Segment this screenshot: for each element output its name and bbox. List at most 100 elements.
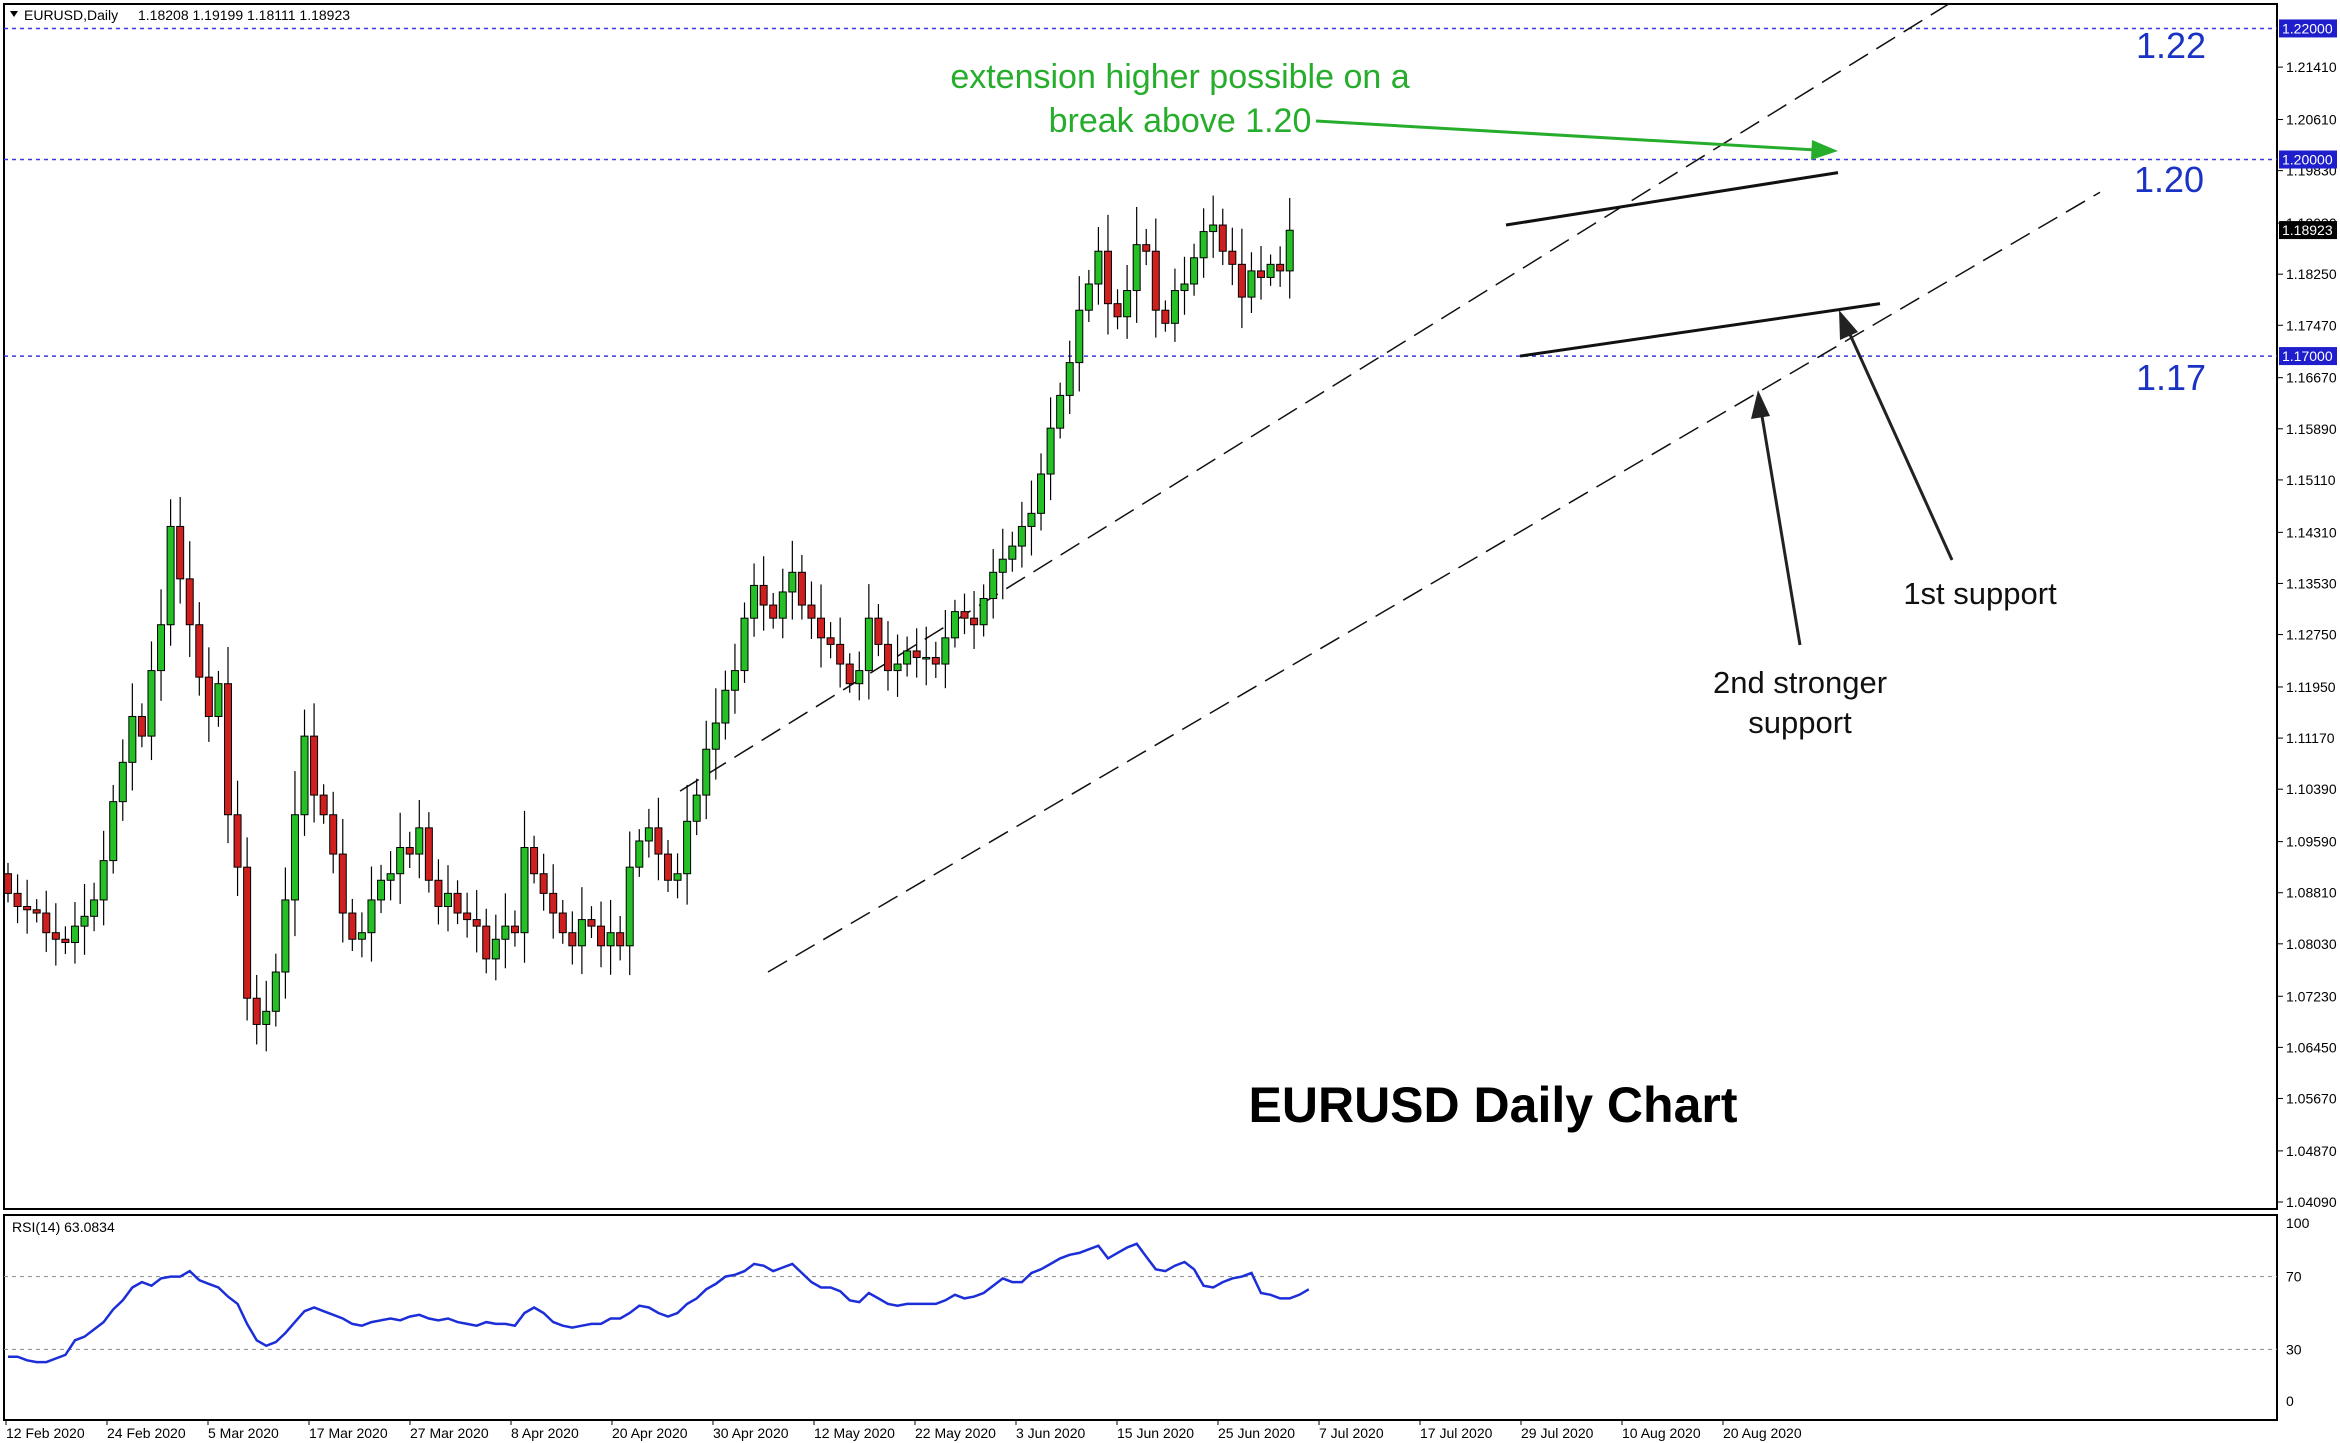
bear-candle: [319, 794, 328, 816]
time-tick-label: 20 Apr 2020: [612, 1425, 688, 1441]
bull-candle: [1094, 250, 1103, 285]
bear-candle: [405, 847, 414, 855]
bull-candle: [80, 915, 89, 927]
second-support-arrow-line: [1759, 409, 1802, 646]
green-note-line1: extension higher possible on a: [950, 58, 1409, 96]
bull-candle: [157, 624, 166, 672]
bear-candle: [549, 892, 558, 914]
price-tick-label: 1.04870: [2286, 1143, 2337, 1159]
time-tick-label: 25 Jun 2020: [1218, 1425, 1295, 1441]
bear-candle: [797, 571, 806, 606]
price-tick-label: 1.09590: [2286, 834, 2337, 850]
time-tick-label: 30 Apr 2020: [713, 1425, 789, 1441]
price-tick-label: 1.16670: [2286, 370, 2337, 386]
bull-candle: [903, 650, 912, 665]
green-note-line2: break above 1.20: [1049, 102, 1312, 140]
bull-candle: [998, 558, 1007, 573]
bull-candle: [788, 571, 797, 593]
bear-candle: [1276, 263, 1285, 272]
bull-candle: [271, 971, 280, 1012]
bull-candle: [950, 611, 959, 639]
bull-candle: [1017, 525, 1026, 547]
time-tick-label: 5 Mar 2020: [208, 1425, 279, 1441]
bear-candle: [817, 617, 826, 639]
bear-candle: [23, 905, 32, 911]
price-tags: 1.22000 1.20000 1.18923 1.17000: [2279, 19, 2337, 366]
chart-title: EURUSD Daily Chart: [1249, 1077, 1738, 1133]
bull-candle: [721, 689, 730, 724]
ohlc-values: 1.18208 1.19199 1.18111 1.18923: [138, 7, 350, 23]
bear-candle: [1257, 270, 1266, 278]
bear-candle: [759, 584, 768, 606]
bear-candle: [568, 932, 577, 947]
bull-candle: [1285, 229, 1294, 272]
bear-candle: [1142, 244, 1151, 252]
bear-candle: [1228, 250, 1237, 265]
bull-candle: [606, 932, 615, 947]
price-tick-label: 1.08810: [2286, 885, 2337, 901]
bear-candle: [1113, 303, 1122, 318]
price-tick-label: 1.15890: [2286, 421, 2337, 437]
bull-candle: [893, 663, 902, 672]
bear-candle: [845, 663, 854, 685]
bear-candle: [252, 997, 261, 1025]
bull-candle: [740, 617, 749, 672]
symbol-label: EURUSD,Daily: [24, 7, 118, 23]
bull-candle: [1209, 224, 1218, 233]
bull-candle: [443, 892, 452, 907]
bull-candle: [750, 584, 759, 619]
price-tick-label: 1.12750: [2286, 627, 2337, 643]
bull-candle: [683, 820, 692, 875]
price-tick-label: 1.21410: [2286, 59, 2337, 75]
time-tick-label: 12 Feb 2020: [6, 1425, 85, 1441]
flag-lower-line: [1519, 302, 1881, 358]
bull-candle: [1190, 257, 1199, 285]
bear-candle: [482, 925, 491, 960]
bull-candle: [1266, 263, 1275, 278]
price-tick-label: 1.11170: [2286, 730, 2335, 746]
bear-candle: [931, 656, 940, 665]
bull-candle: [635, 840, 644, 868]
bear-candle: [558, 912, 567, 934]
bull-candle: [128, 715, 137, 763]
bull-candle: [702, 748, 711, 796]
bull-candle: [855, 670, 864, 685]
bull-candle: [1180, 283, 1189, 292]
bear-candle: [233, 814, 242, 868]
first-support-arrow-line: [1846, 329, 1954, 561]
bull-candle: [367, 899, 376, 934]
bear-candle: [1103, 250, 1112, 305]
bear-candle: [970, 617, 979, 626]
level-label-117: 1.17: [2136, 357, 2206, 398]
main-chart-frame: [3, 3, 2278, 1210]
collapse-triangle-icon[interactable]: [10, 11, 18, 17]
candlestick-series: [4, 195, 1294, 1052]
second-support-line2: support: [1748, 705, 1852, 740]
rsi-indicator: 100 70 30 0: [4, 1215, 2310, 1409]
rsi-tick-label: 100: [2286, 1215, 2310, 1231]
bull-candle: [1170, 290, 1179, 324]
price-tick-label: 1.05670: [2286, 1090, 2337, 1106]
bull-candle: [501, 925, 510, 940]
bear-candle: [176, 525, 185, 580]
bull-candle: [1046, 427, 1055, 475]
rsi-tick-label: 0: [2286, 1393, 2294, 1409]
bull-candle: [1037, 473, 1046, 514]
price-tick-label: 1.15110: [2286, 472, 2336, 488]
time-tick-label: 17 Jul 2020: [1420, 1425, 1493, 1441]
bull-candle: [1123, 290, 1132, 318]
bull-candle: [692, 794, 701, 822]
time-axis: 12 Feb 2020 24 Feb 2020 5 Mar 2020 17 Mar 2…: [5, 1420, 1802, 1441]
bear-candle: [769, 604, 778, 619]
first-support-arrowhead-icon: [1839, 310, 1858, 340]
rsi-label: RSI(14) 63.0834: [12, 1219, 115, 1235]
time-tick-label: 7 Jul 2020: [1319, 1425, 1384, 1441]
bull-candle: [377, 879, 386, 901]
bull-candle: [118, 761, 127, 803]
bear-candle: [4, 873, 12, 894]
bull-candle: [1075, 309, 1084, 364]
bull-candle: [577, 919, 586, 947]
svg-text:1.18923: 1.18923: [2282, 222, 2333, 238]
bull-candle: [357, 932, 366, 940]
